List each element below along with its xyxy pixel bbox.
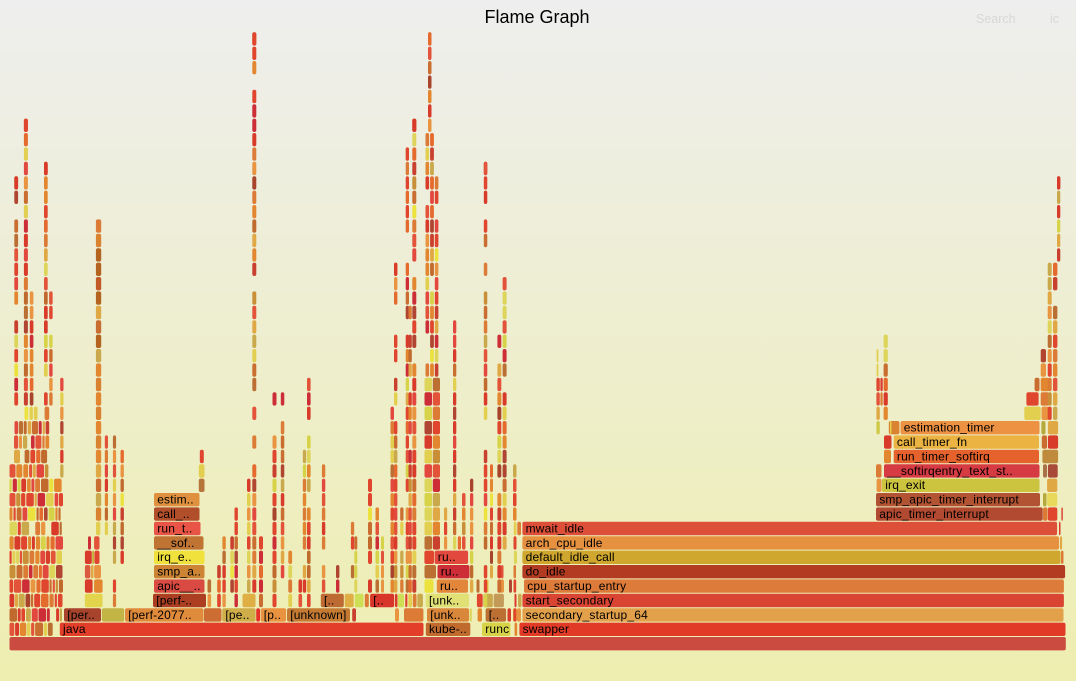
svg-text:ru..: ru.. [441,565,459,579]
svg-text:cpu_startup_entry: cpu_startup_entry [527,579,626,593]
svg-text:call_timer_fn: call_timer_fn [897,435,967,449]
svg-text:kube-..: kube-.. [429,622,467,636]
svg-text:call_..: call_.. [157,507,190,521]
svg-text:[p..: [p.. [264,608,281,622]
svg-text:secondary_startup_64: secondary_startup_64 [526,608,648,622]
svg-text:run_timer_softirq: run_timer_softirq [897,449,990,463]
svg-text:[..: [.. [373,593,384,607]
svg-text:apic_timer_interrupt: apic_timer_interrupt [879,507,989,521]
svg-text:smp_a..: smp_a.. [157,565,201,579]
svg-text:Flame Graph: Flame Graph [484,7,589,27]
svg-text:java: java [62,622,86,636]
svg-text:[unk..: [unk.. [430,608,460,622]
svg-text:default_idle_call: default_idle_call [526,550,615,564]
svg-text:irq_e..: irq_e.. [157,550,192,564]
svg-text:runc: runc [485,622,509,636]
svg-text:ru..: ru.. [438,550,456,564]
svg-text:mwait_idle: mwait_idle [526,521,585,535]
svg-text:apic__..: apic__.. [157,579,200,593]
svg-text:__sof..: __sof.. [156,536,194,550]
svg-text:smp_apic_timer_interrupt: smp_apic_timer_interrupt [879,493,1019,507]
svg-text:[pe..: [pe.. [225,608,249,622]
svg-text:irq_exit: irq_exit [885,478,926,492]
svg-text:[perf-..: [perf-.. [156,593,192,607]
svg-text:arch_cpu_idle: arch_cpu_idle [526,536,603,550]
svg-text:[unknown]: [unknown] [290,608,346,622]
svg-text:[..: [.. [324,593,335,607]
svg-text:Search: Search [976,12,1016,26]
svg-text:[unk..: [unk.. [429,593,459,607]
svg-text:estimation_timer: estimation_timer [904,421,995,435]
svg-text:ru..: ru.. [440,579,458,593]
svg-text:run_t..: run_t.. [157,521,192,535]
svg-text:__softirqentry_text_st..: __softirqentry_text_st.. [886,464,1013,478]
svg-text:do_idle: do_idle [526,565,566,579]
svg-text:[per..: [per.. [67,608,95,622]
svg-text:estim..: estim.. [157,493,194,507]
svg-text:start_secondary: start_secondary [526,593,614,607]
svg-text:swapper: swapper [523,622,570,636]
svg-text:ic: ic [1050,12,1059,26]
svg-text:[perf-2077..: [perf-2077.. [128,608,192,622]
svg-text:[..: [.. [489,608,500,622]
